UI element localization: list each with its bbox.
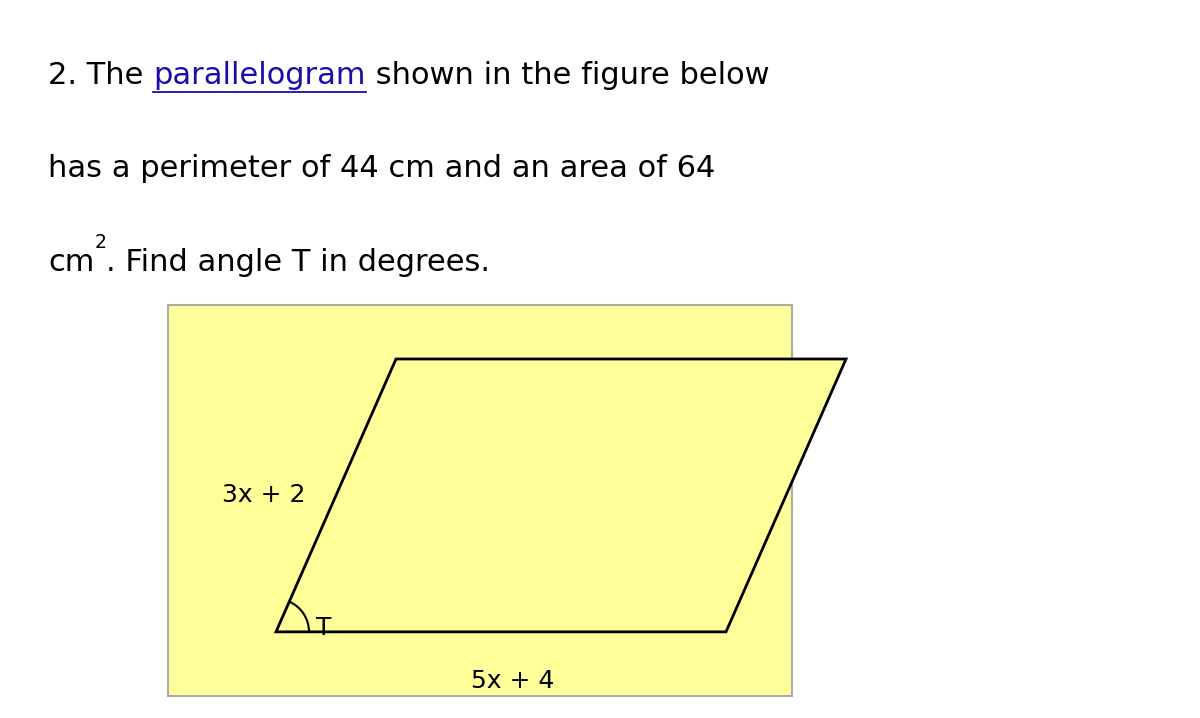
Text: 2: 2 — [95, 233, 107, 252]
Text: T: T — [316, 616, 331, 640]
Text: shown in the figure below: shown in the figure below — [366, 61, 769, 90]
Text: . Find angle T in degrees.: . Find angle T in degrees. — [107, 248, 491, 276]
Text: parallelogram: parallelogram — [154, 61, 366, 90]
Polygon shape — [276, 359, 846, 632]
Text: cm: cm — [48, 248, 95, 276]
Text: 3x + 2: 3x + 2 — [222, 483, 306, 508]
Text: 2. The: 2. The — [48, 61, 154, 90]
Text: 5x + 4: 5x + 4 — [472, 668, 554, 693]
Text: has a perimeter of 44 cm and an area of 64: has a perimeter of 44 cm and an area of … — [48, 154, 715, 183]
FancyBboxPatch shape — [168, 305, 792, 696]
